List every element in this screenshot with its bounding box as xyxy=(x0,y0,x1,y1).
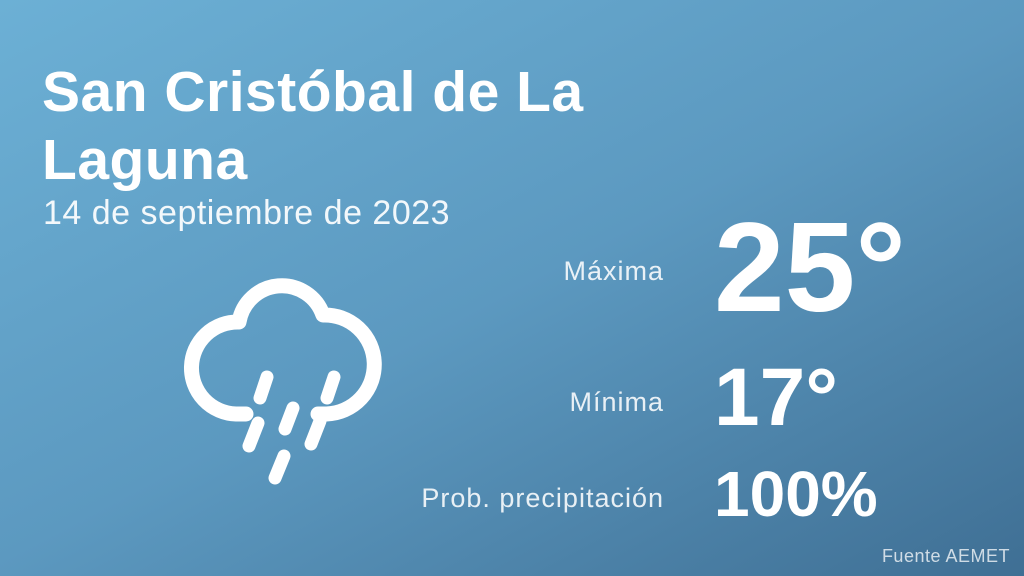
data-source-credit: Fuente AEMET xyxy=(881,546,1010,566)
page-title: San Cristóbal de La Laguna xyxy=(42,60,584,192)
max-temperature-value: 25° xyxy=(714,196,907,338)
precipitation-probability-value: 100% xyxy=(714,458,878,530)
min-temperature-label: Mínima xyxy=(569,387,664,417)
min-temperature-value: 17° xyxy=(714,352,839,443)
cloud-heavy-rain-icon xyxy=(182,277,386,489)
forecast-date: 14 de septiembre de 2023 xyxy=(43,194,451,232)
max-temperature-label: Máxima xyxy=(563,256,664,286)
precipitation-probability-label: Prob. precipitación xyxy=(421,483,664,513)
